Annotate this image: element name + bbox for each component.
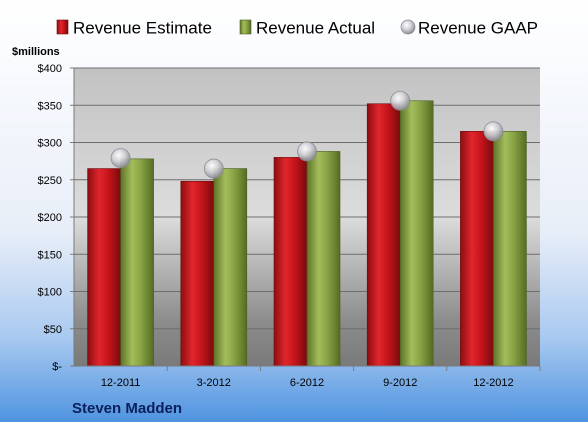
marker-revenue-gaap [203,158,224,179]
y-tick-label: $250 [38,175,62,187]
bar-revenue-estimate [460,131,494,367]
bar-revenue-estimate [366,103,401,367]
legend-label: Revenue GAAP [418,19,538,38]
y-tick-label: $300 [38,138,62,150]
y-tick-label: $- [52,361,62,373]
bar-revenue-actual [213,168,248,367]
x-axis-ticks: 12-2011 3-2012 6-2012 9-2012 12-2012 [101,366,541,389]
y-tick-label: $200 [38,212,62,224]
y-tick-label: $400 [38,63,62,75]
x-tick-label: 9-2012 [383,377,417,389]
y-tick-label: $350 [38,100,62,112]
marker-revenue-gaap [483,121,504,142]
bar-revenue-actual [306,151,341,367]
gaap-markers [110,90,504,179]
bar-revenue-actual [120,158,154,367]
bar-revenue-estimate [87,168,121,367]
y-axis-unit-label: $millions [12,46,60,58]
y-tick-label: $150 [38,249,62,261]
legend-swatch [239,19,252,35]
bar-revenue-actual [399,100,434,367]
marker-revenue-gaap [390,90,411,111]
marker-revenue-gaap [110,148,131,169]
legend-label: Revenue Actual [256,19,375,38]
bar-revenue-actual [493,131,527,367]
marker-revenue-gaap [297,141,317,162]
x-tick-label: 3-2012 [197,377,231,389]
x-tick-label: 6-2012 [290,377,324,389]
y-tick-label: $50 [44,324,62,336]
x-tick-label: 12-2011 [101,377,141,389]
y-axis-ticks: $- $50 $100 $150 $200 $250 $300 $350 $400 [38,63,74,373]
legend-swatch [400,19,416,35]
legend-swatch [56,19,69,35]
legend-label: Revenue Estimate [73,19,212,38]
bar-revenue-estimate [273,157,308,367]
company-name: Steven Madden [72,400,182,417]
x-tick-label: 12-2012 [473,377,513,389]
legend: Revenue Estimate Revenue Actual Revenue GA… [56,19,538,38]
bar-revenue-estimate [180,180,215,367]
y-tick-label: $100 [38,287,62,299]
bars [87,100,527,367]
